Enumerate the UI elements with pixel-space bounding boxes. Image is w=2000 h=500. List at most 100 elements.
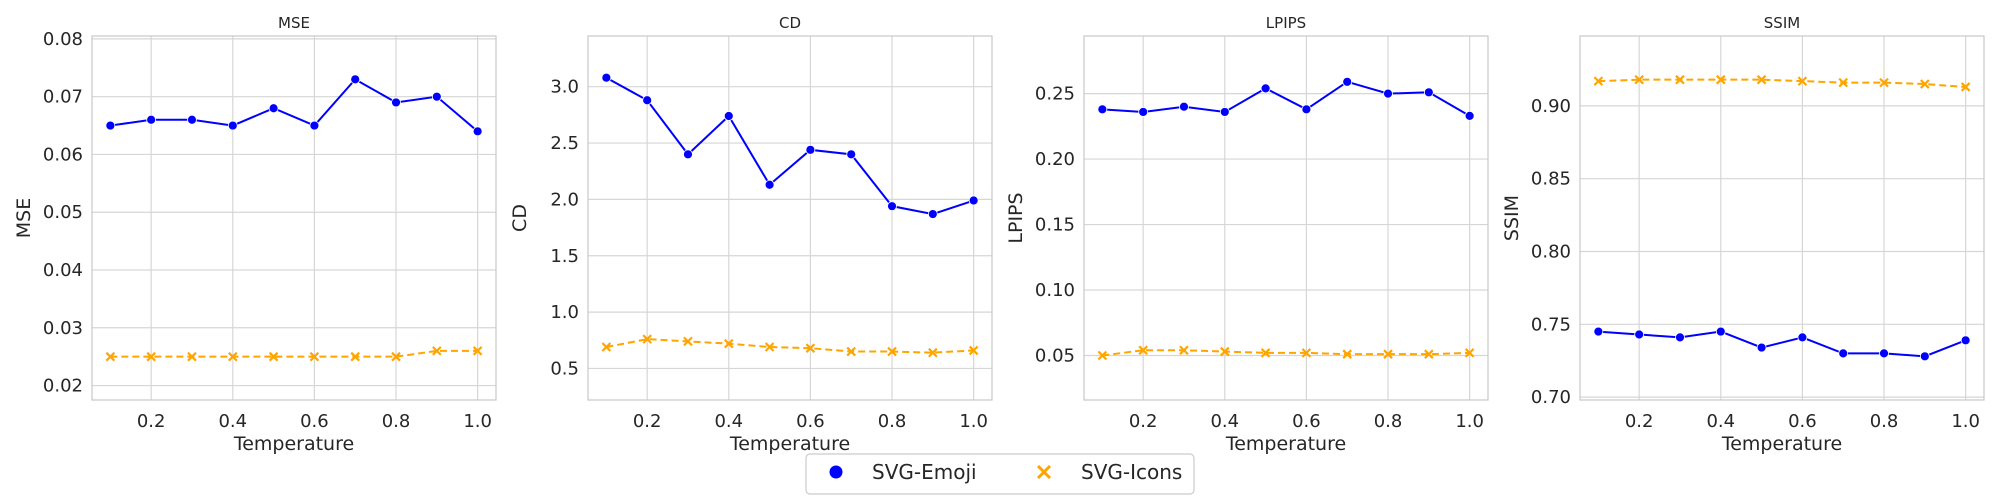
x-tick-label: 0.6: [1292, 411, 1321, 432]
y-tick-label: 0.04: [43, 260, 83, 281]
data-point-svg-emoji: [1464, 110, 1475, 121]
x-tick-label: 0.2: [1129, 411, 1158, 432]
data-point-svg-icons: [601, 342, 612, 352]
data-point-svg-emoji: [105, 120, 116, 131]
data-point-svg-emoji: [1097, 104, 1108, 115]
data-point-svg-icons: [432, 346, 442, 356]
panel-title-ssim: SSIM: [1764, 14, 1800, 32]
x-tick-label: 0.4: [714, 411, 743, 432]
x-tick-label: 0.2: [137, 411, 166, 432]
data-point-svg-emoji: [805, 144, 816, 155]
x-tick-label: 0.8: [382, 411, 411, 432]
y-axis-label-lpips: LPIPS: [1005, 192, 1027, 243]
data-point-svg-icons: [642, 334, 652, 344]
data-point-svg-emoji: [1960, 335, 1971, 346]
y-tick-label: 0.75: [1531, 314, 1571, 335]
y-tick-label: 0.20: [1035, 149, 1075, 170]
data-point-svg-icons: [146, 351, 156, 362]
data-point-svg-emoji: [1593, 326, 1604, 337]
panel-title-cd: CD: [779, 14, 801, 32]
data-point-svg-emoji: [309, 120, 320, 131]
data-point-svg-emoji: [642, 95, 653, 106]
plot-frame-cd: [587, 35, 993, 401]
y-tick-label: 0.25: [1035, 84, 1075, 105]
y-tick-label: 2.5: [550, 133, 579, 154]
y-tick-label: 0.85: [1531, 169, 1571, 190]
y-tick-label: 2.0: [550, 189, 579, 210]
legend-marker-svg-emoji: [829, 465, 843, 479]
x-axis-label-lpips: Temperature: [1225, 433, 1346, 455]
x-tick-label: 0.8: [1374, 411, 1403, 432]
data-point-svg-emoji: [472, 126, 483, 137]
y-axis-label-cd: CD: [509, 204, 531, 232]
legend-label-svg-emoji: SVG-Emoji: [872, 460, 977, 484]
data-point-svg-icons: [1716, 74, 1726, 85]
series-line-svg-emoji: [1102, 80, 1471, 117]
data-point-svg-icons: [472, 346, 483, 356]
x-tick-label: 1.0: [463, 411, 492, 432]
data-point-svg-icons: [1097, 350, 1108, 361]
data-point-svg-emoji: [1634, 329, 1645, 340]
data-point-svg-icons: [1756, 74, 1767, 85]
y-axis-label-mse: MSE: [13, 198, 35, 238]
data-point-svg-icons: [1383, 349, 1393, 359]
y-tick-label: 0.07: [43, 87, 83, 108]
plot-frame-lpips: [1083, 35, 1489, 401]
plot-frame-mse: [91, 35, 497, 401]
data-point-svg-emoji: [146, 114, 157, 125]
y-tick-label: 3.0: [550, 77, 579, 98]
data-point-svg-icons: [1920, 79, 1930, 89]
y-axis-label-ssim: SSIM: [1501, 195, 1523, 241]
data-point-svg-emoji: [1301, 104, 1312, 115]
series-line-svg-emoji: [110, 78, 479, 133]
data-point-svg-icons: [724, 338, 734, 349]
data-point-svg-emoji: [391, 97, 401, 108]
x-axis-label-cd: Temperature: [729, 433, 850, 455]
data-point-svg-emoji: [1138, 107, 1149, 117]
y-tick-label: 0.05: [1035, 345, 1075, 366]
y-tick-label: 0.08: [43, 29, 83, 50]
data-point-svg-emoji: [1423, 87, 1434, 98]
x-tick-label: 0.8: [878, 411, 907, 432]
x-tick-label: 1.0: [959, 411, 988, 432]
data-point-svg-icons: [228, 351, 238, 362]
data-point-svg-icons: [1179, 345, 1189, 356]
data-point-svg-emoji: [431, 91, 442, 102]
data-point-svg-icons: [1301, 348, 1312, 358]
data-point-svg-emoji: [723, 111, 734, 121]
data-point-svg-icons: [1960, 82, 1971, 92]
data-point-svg-icons: [105, 351, 116, 362]
data-point-svg-icons: [887, 346, 897, 357]
legend: SVG-Emoji SVG-Icons: [805, 453, 1195, 495]
data-point-svg-icons: [968, 345, 979, 356]
data-point-svg-icons: [268, 351, 279, 362]
data-point-svg-emoji: [350, 74, 361, 85]
legend-box: [805, 453, 1195, 495]
data-point-svg-emoji: [601, 72, 612, 83]
x-tick-label: 1.0: [1951, 411, 1980, 432]
data-point-svg-emoji: [846, 149, 857, 160]
series-line-svg-icons: [110, 349, 478, 358]
panel-cd: 0.2 0.4 0.6 0.8 1.0 0.5 1.0 1.5 2.0 2.5 3.0 CD Tempe…: [509, 14, 993, 455]
y-tick-label: 1.5: [550, 246, 579, 267]
y-tick-label: 0.5: [550, 358, 579, 379]
data-point-svg-icons: [928, 347, 938, 358]
data-point-svg-emoji: [887, 201, 897, 212]
x-tick-label: 0.4: [1706, 411, 1735, 432]
data-point-svg-icons: [764, 342, 775, 352]
series-line-svg-emoji: [1598, 330, 1967, 358]
data-point-svg-icons: [1464, 348, 1475, 358]
legend-label-svg-icons: SVG-Icons: [1081, 460, 1182, 484]
series-line-svg-icons: [1598, 78, 1966, 88]
x-tick-label: 0.6: [796, 411, 825, 432]
data-point-svg-emoji: [227, 120, 238, 131]
data-point-svg-emoji: [1879, 348, 1889, 359]
y-tick-label: 0.05: [43, 202, 83, 223]
x-axis-label-mse: Temperature: [233, 433, 354, 455]
series-line-svg-emoji: [605, 76, 974, 216]
data-point-svg-emoji: [1179, 101, 1189, 112]
data-point-svg-icons: [1342, 349, 1352, 359]
y-tick-label: 0.70: [1531, 387, 1571, 408]
series-line-svg-icons: [606, 338, 974, 354]
